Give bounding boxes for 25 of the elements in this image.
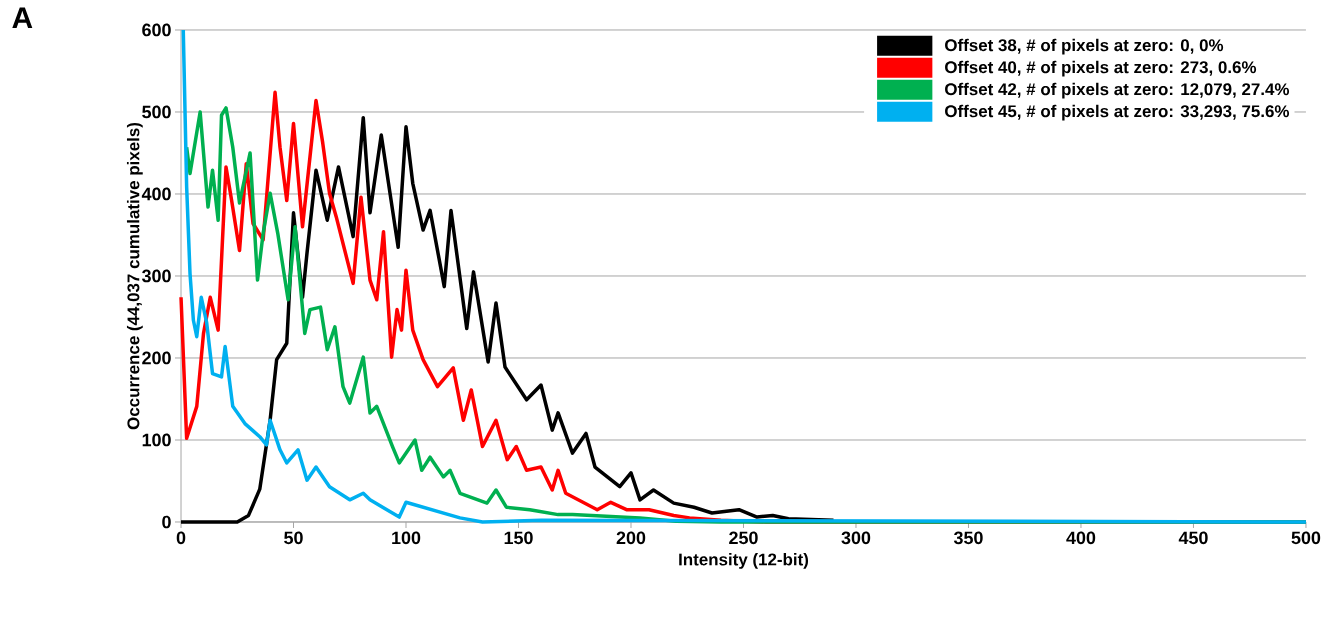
y-tick-label: 200 — [142, 351, 171, 365]
y-tick-label: 600 — [142, 23, 171, 37]
y-tick-label: 300 — [141, 269, 171, 283]
x-tick-label: 150 — [504, 531, 533, 545]
y-tick-label: 0 — [162, 515, 171, 529]
x-tick-label: 200 — [616, 531, 646, 545]
legend-label: Offset 38, # of pixels at zero: 0, 0% — [945, 38, 1224, 55]
x-tick-label: 50 — [284, 531, 303, 545]
x-axis-title: Intensity (12-bit) — [679, 553, 809, 569]
text: A — [12, 7, 33, 29]
x-tick-label: 450 — [1178, 531, 1208, 545]
legend-label: Offset 40, # of pixels at zero: 273, 0.6% — [945, 60, 1257, 77]
x-tick-label: 350 — [953, 531, 983, 545]
x-tick-label: 250 — [729, 531, 758, 545]
y-tick-label: 500 — [142, 105, 171, 119]
x-tick-label: 300 — [841, 531, 871, 545]
y-tick-label: 400 — [141, 187, 171, 201]
x-tick-label: 0 — [176, 531, 186, 545]
x-tick-label: 100 — [392, 531, 421, 545]
y-tick-label: 100 — [142, 433, 171, 447]
x-tick-label: 400 — [1066, 531, 1096, 545]
legend-label: Offset 42, # of pixels at zero: 12,079, 27.4% — [945, 82, 1290, 99]
legend-label: Offset 45, # of pixels at zero: 33,293, 75.6% — [945, 104, 1290, 121]
y-axis-title: Occurrence (44,037 cumulative pixels) — [126, 122, 143, 430]
x-tick-label: 500 — [1291, 531, 1321, 545]
